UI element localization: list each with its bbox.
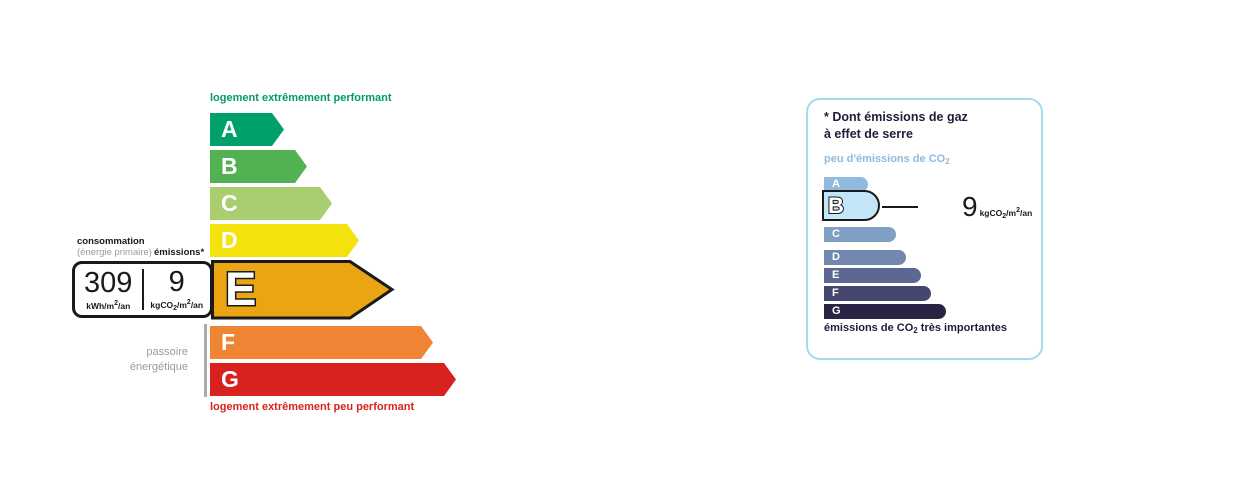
emissions-unit: kgCO2/m2/an	[150, 298, 204, 312]
ges-value-unit: kgCO2/m2/an	[979, 207, 1033, 220]
ges-grade-letter: B	[828, 193, 844, 218]
ges-high-caption: émissions de CO2 très importantes	[824, 322, 1007, 335]
energy-bar-a: A	[210, 113, 284, 146]
ges-grade-letter-svg: B	[827, 192, 845, 219]
energy-bar-letter: F	[221, 329, 236, 355]
ges-bar-g: G	[824, 304, 946, 319]
consumption-header-line2: (énergie primaire)	[77, 247, 152, 258]
bottom-caption: logement extrêmement peu performant	[210, 401, 415, 413]
energy-bar-d: D	[210, 224, 359, 257]
ges-value-number: 9	[962, 191, 978, 222]
ges-bar-a: A	[824, 177, 868, 192]
energy-bar-letter: D	[221, 227, 238, 253]
ges-bar-d: D	[824, 250, 906, 265]
energy-bar-f: F	[210, 326, 433, 359]
ges-value: 9 kgCO2/m2/an	[962, 193, 1032, 221]
consumption-value: 309	[84, 266, 133, 299]
ges-title-line2: à effet de serre	[824, 127, 913, 141]
consumption-header: consommation (énergie primaire)	[77, 236, 152, 258]
ges-bar-e: E	[824, 268, 921, 283]
energy-bar-letter: G	[221, 366, 239, 392]
energy-bar-b: B	[210, 150, 307, 183]
consumption-unit: kWh/m2/an	[86, 299, 131, 311]
passoire-label-line2: énergétique	[129, 361, 188, 373]
value-box-divider	[141, 269, 144, 310]
current-grade-arrow: E	[211, 260, 395, 320]
ges-title: * Dont émissions de gaz à effet de serre	[824, 109, 968, 143]
ges-bar-letter: F	[832, 287, 839, 299]
passoire-label: passoire énergétique	[108, 345, 188, 375]
passoire-label-line1: passoire	[146, 346, 188, 358]
reading-value-box: 309 kWh/m2/an 9 kgCO2/m2/an	[72, 261, 213, 318]
ges-bar-letter: D	[832, 251, 840, 263]
ges-title-line1: * Dont émissions de gaz	[824, 110, 968, 124]
passoire-bracket-line	[204, 324, 207, 397]
energy-bar-c: C	[210, 187, 332, 220]
emissions-header: émissions*	[154, 247, 205, 258]
consumption-header-line1: consommation	[77, 236, 145, 247]
emissions-value: 9	[168, 265, 185, 298]
ges-bar-letter: E	[832, 269, 840, 281]
energy-bar-letter: C	[221, 190, 238, 216]
top-caption: logement extrêmement performant	[210, 92, 392, 104]
emissions-cell: 9 kgCO2/m2/an	[144, 264, 211, 315]
ges-pointer-line	[882, 206, 918, 208]
energy-bar-letter: B	[221, 153, 238, 179]
ges-bar-letter: G	[832, 305, 841, 317]
ges-bar-letter: C	[832, 228, 840, 240]
ges-highlight-pill: B	[822, 190, 880, 221]
energy-bar-g: G	[210, 363, 456, 396]
ges-bar-letter: A	[832, 178, 840, 190]
ges-bar-c: C	[824, 227, 896, 242]
consumption-cell: 309 kWh/m2/an	[75, 264, 142, 315]
ges-bar-f: F	[824, 286, 931, 301]
ges-panel: * Dont émissions de gaz à effet de serre…	[806, 98, 1043, 360]
energy-bar-letter: A	[221, 116, 238, 142]
current-grade-letter: E	[225, 262, 256, 315]
ges-low-caption: peu d'émissions de CO2	[824, 153, 950, 166]
